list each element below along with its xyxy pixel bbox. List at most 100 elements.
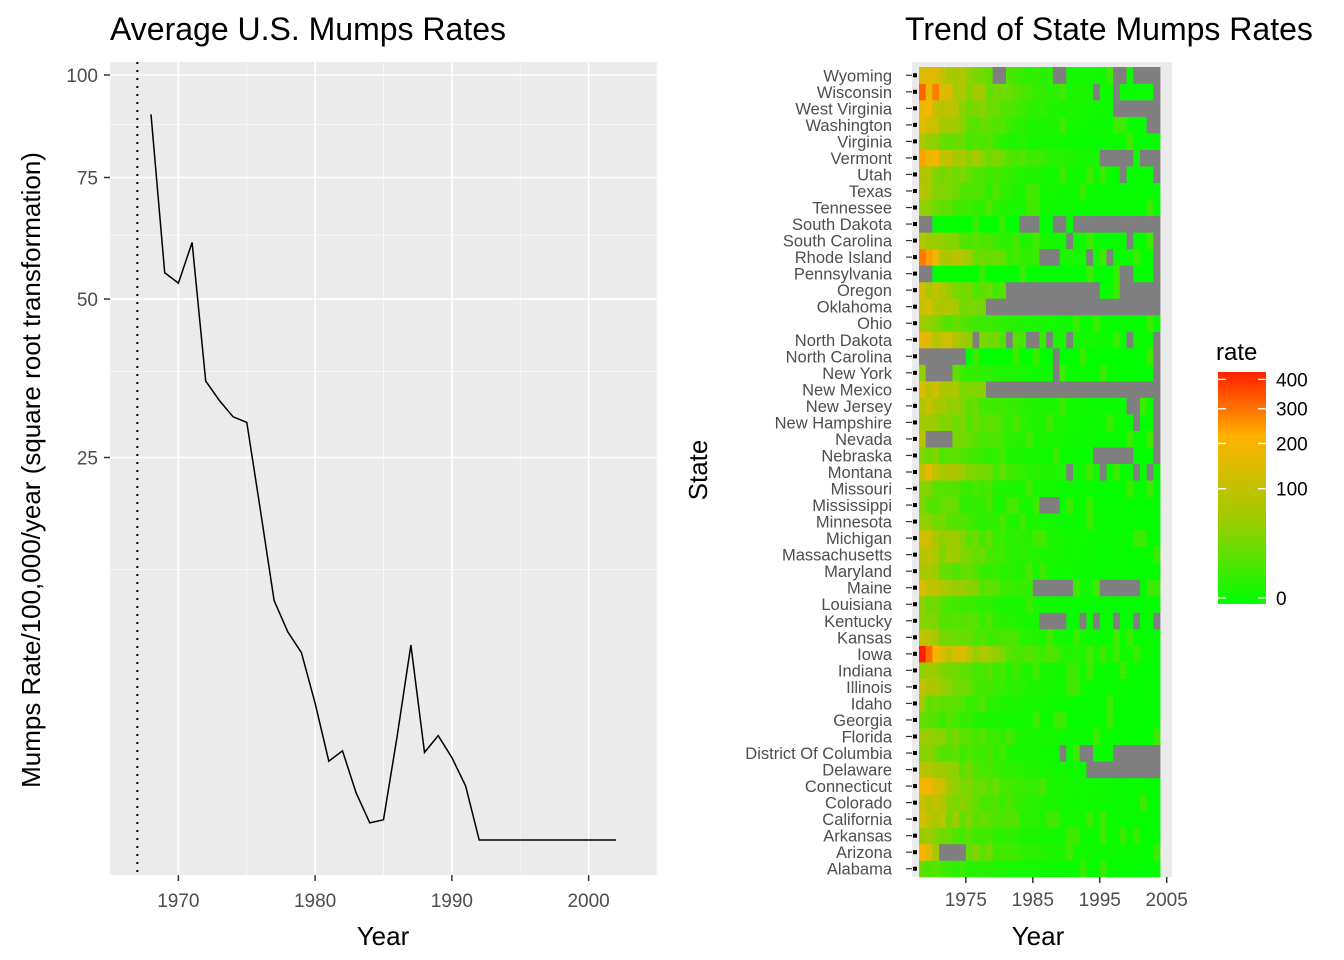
heatmap-cell <box>1093 215 1101 233</box>
heatmap-cell <box>952 331 960 349</box>
heatmap-cell <box>945 728 953 746</box>
heatmap-cell <box>1146 281 1154 299</box>
heatmap-cell <box>972 645 980 663</box>
heatmap-cell <box>945 116 953 134</box>
heatmap-cell <box>1012 463 1020 481</box>
heatmap-cell <box>1019 215 1027 233</box>
row-marker <box>913 618 917 623</box>
heatmap-cell <box>1139 612 1148 630</box>
heatmap-cell <box>1126 281 1134 299</box>
heatmap-cell <box>1086 298 1094 316</box>
heatmap-cell <box>1133 728 1141 746</box>
x-tick-label: 1990 <box>431 891 473 912</box>
heatmap-cell <box>1032 529 1040 547</box>
heatmap-cell <box>1026 678 1034 696</box>
heatmap-cell <box>919 364 927 382</box>
heatmap-cell <box>972 430 980 448</box>
heatmap-cell <box>1106 133 1114 150</box>
heatmap-cell <box>1039 629 1047 646</box>
heatmap-cell <box>1046 794 1054 812</box>
heatmap-cell <box>1106 513 1114 531</box>
heatmap-cell <box>1086 562 1094 580</box>
heatmap-cell <box>972 662 980 679</box>
heatmap-cell <box>1093 695 1101 712</box>
heatmap-cell <box>1039 496 1047 514</box>
heatmap-cell <box>1066 843 1074 861</box>
heatmap-cell <box>925 711 933 729</box>
heatmap-cell <box>1006 83 1014 101</box>
heatmap-cell <box>1153 447 1161 465</box>
heatmap-cell <box>1066 546 1074 564</box>
heatmap-title: Trend of State Mumps Rates <box>905 11 1313 47</box>
heatmap-cell <box>1079 529 1087 547</box>
heatmap-cell <box>1019 364 1027 382</box>
heatmap-cell <box>1133 480 1141 498</box>
heatmap-cell <box>1052 794 1060 812</box>
heatmap-cell <box>939 645 947 663</box>
heatmap-cell <box>992 463 1000 481</box>
heatmap-cell <box>919 662 927 679</box>
heatmap-cell <box>1153 100 1161 117</box>
heatmap-cell <box>1052 711 1060 729</box>
heatmap-cell <box>985 579 994 597</box>
heatmap-cell <box>1099 133 1107 150</box>
heatmap-cell <box>1106 529 1114 547</box>
heatmap-cell <box>1119 761 1127 779</box>
heatmap-cell <box>1146 579 1154 597</box>
heatmap-cell <box>1039 281 1047 299</box>
heatmap-cell <box>1099 794 1107 812</box>
heatmap-cell <box>999 83 1007 101</box>
heatmap-cell <box>1086 364 1094 382</box>
heatmap-cell <box>1052 678 1060 696</box>
heatmap-cell <box>1126 744 1134 762</box>
state-label: North Dakota <box>795 332 893 350</box>
heatmap-cell <box>1032 579 1040 597</box>
heatmap-cell <box>1066 166 1074 184</box>
heatmap-cell <box>1106 496 1114 514</box>
heatmap-cell <box>925 248 933 266</box>
heatmap-cell <box>985 430 994 448</box>
heatmap-cell <box>1026 546 1034 564</box>
heatmap-cell <box>1119 744 1127 762</box>
heatmap-cell <box>1012 149 1020 167</box>
heatmap-cell <box>985 314 994 332</box>
heatmap-cell <box>1133 794 1141 812</box>
heatmap-cell <box>1113 843 1121 861</box>
heatmap-cell <box>939 562 947 580</box>
heatmap-cell <box>1059 232 1067 250</box>
heatmap-cell <box>1113 199 1121 217</box>
heatmap-cell <box>972 612 980 630</box>
heatmap-cell <box>939 595 947 613</box>
heatmap-cell <box>1099 860 1107 878</box>
heatmap-cell <box>1039 447 1047 465</box>
heatmap-cell <box>979 298 987 316</box>
heatmap-cell <box>952 314 960 332</box>
heatmap-cell <box>1072 414 1081 431</box>
heatmap-cell <box>1026 166 1034 184</box>
heatmap-cell <box>1026 645 1034 663</box>
heatmap-cell <box>932 67 940 84</box>
heatmap-cell <box>992 348 1000 365</box>
heatmap-cell <box>1019 562 1027 580</box>
heatmap-cell <box>1146 695 1154 712</box>
heatmap-cell <box>1059 381 1067 398</box>
heatmap-cell <box>1126 248 1134 266</box>
heatmap-cell <box>1066 331 1074 349</box>
heatmap-cell <box>1086 83 1094 101</box>
heatmap-cell <box>1099 100 1107 117</box>
heatmap-cell <box>985 777 994 795</box>
heatmap-cell <box>925 298 933 316</box>
heatmap-cell <box>1139 397 1148 415</box>
heatmap-cell <box>1133 331 1141 349</box>
heatmap-cell <box>1146 546 1154 564</box>
heatmap-cell <box>952 480 960 498</box>
heatmap-cell <box>1126 480 1134 498</box>
heatmap-cell <box>945 166 953 184</box>
heatmap-cell <box>1006 645 1014 663</box>
heatmap-cell <box>1139 232 1148 250</box>
heatmap-cell <box>1106 827 1114 845</box>
heatmap-cell <box>1139 414 1148 431</box>
heatmap-cell <box>1006 761 1014 779</box>
heatmap-cell <box>1146 414 1154 431</box>
heatmap-cell <box>959 480 967 498</box>
